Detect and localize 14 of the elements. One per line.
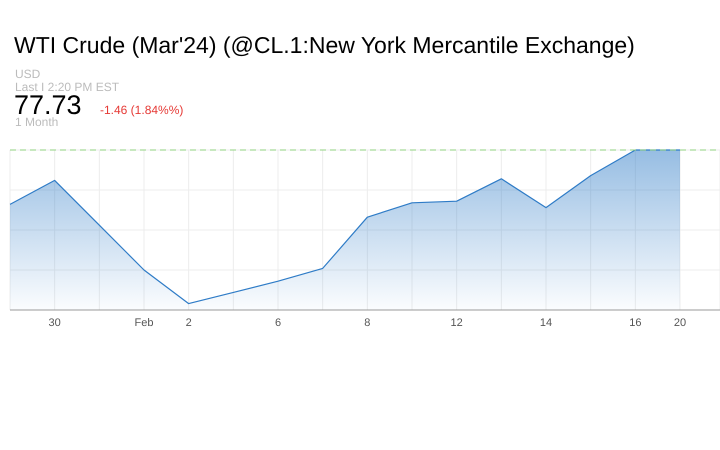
text: Last I 2:20 PM EST [15, 80, 120, 94]
text: 1 Month [15, 115, 58, 129]
x-tick-label: 14 [540, 316, 552, 329]
x-tick-label: Feb [134, 316, 154, 329]
text: USD [15, 67, 40, 81]
x-tick-label: 20 [674, 316, 686, 329]
x-tick-label: 16 [629, 316, 642, 329]
chart-title: WTI Crude (Mar'24) (@CL.1:New York Mercantile Exchange) [14, 32, 635, 59]
text: -1.46 (1.84%%) [100, 103, 184, 117]
x-tick-label: 6 [274, 316, 282, 329]
x-tick-label: 30 [48, 316, 61, 329]
x-tick-label: 12 [450, 316, 463, 329]
x-tick-label: 2 [186, 316, 192, 329]
x-tick-label: 8 [364, 316, 370, 329]
